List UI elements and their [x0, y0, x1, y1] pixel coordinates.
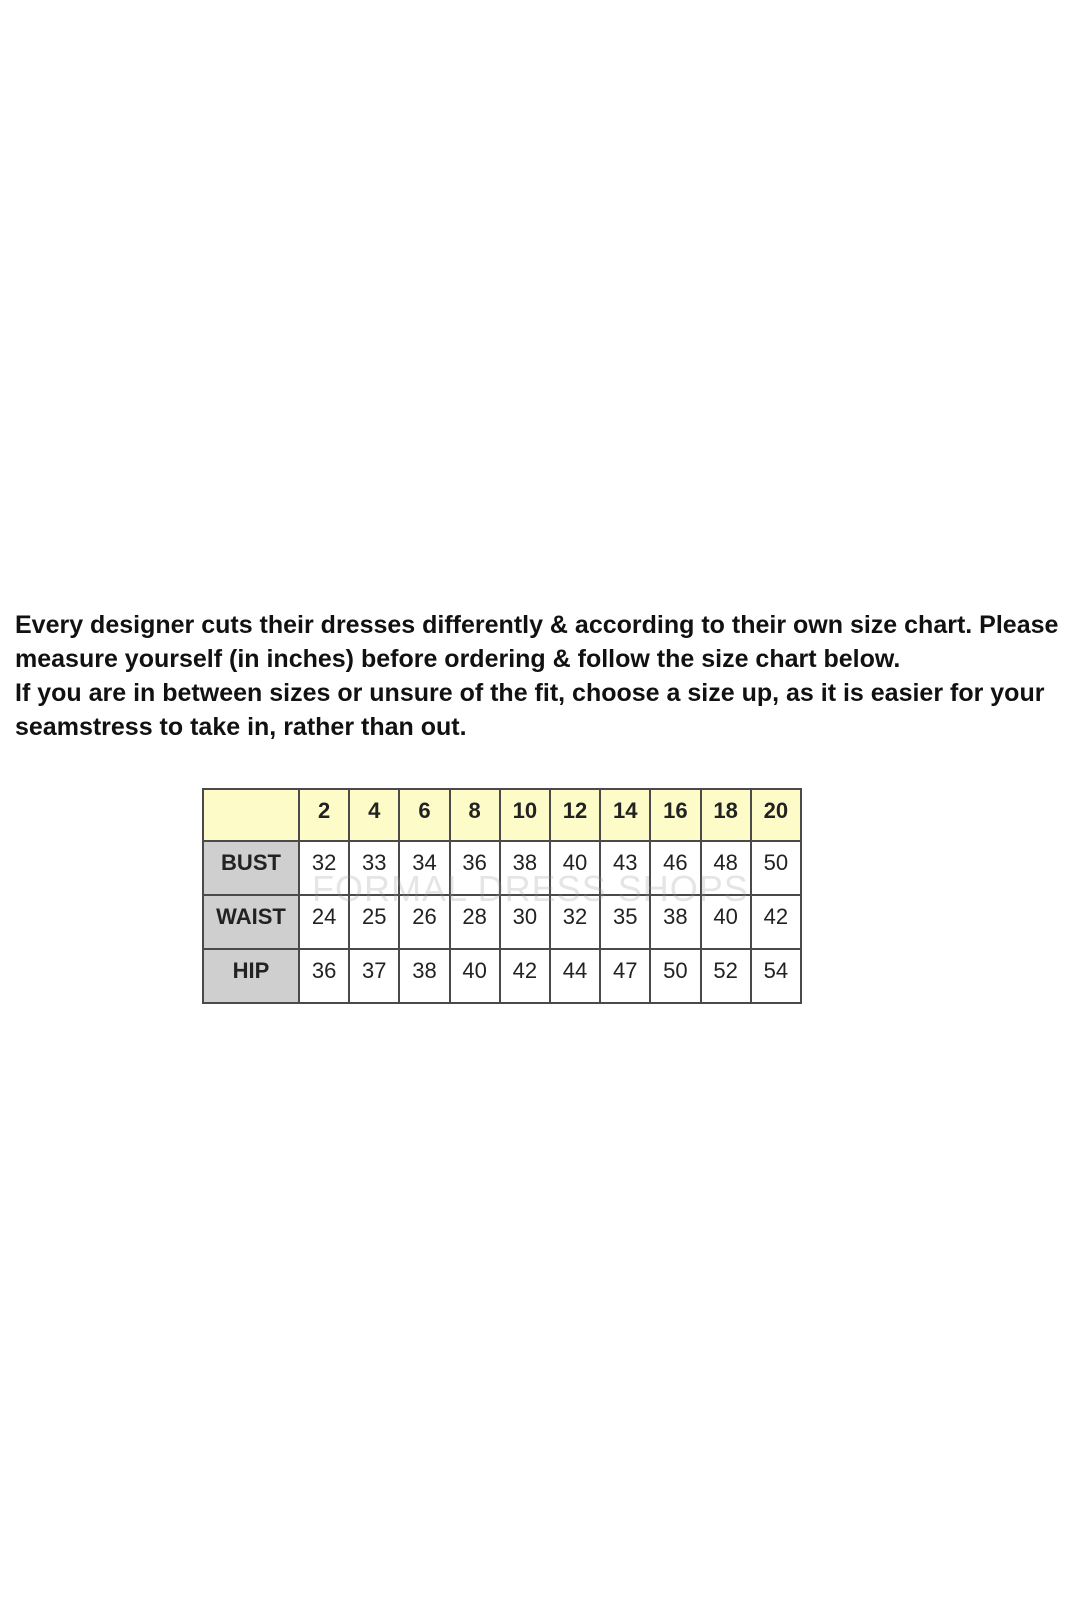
measurement-cell: 38	[398, 948, 451, 1004]
measurement-cell: 32	[297, 840, 351, 896]
row-label: WAIST	[202, 894, 300, 950]
intro-text: Every designer cuts their dresses differ…	[15, 608, 1075, 744]
size-header: 6	[398, 788, 451, 842]
measurement-cell: 35	[599, 894, 652, 950]
measurement-cell: 26	[398, 894, 451, 950]
measurement-cell: 42	[498, 948, 551, 1004]
size-header: 16	[649, 788, 702, 842]
size-header: 4	[348, 788, 401, 842]
size-table: 2 4 6 8 10 12 14 16 18 20 BUST 32 33 34 36 38 40 43 46 48 50…	[202, 788, 803, 1004]
measurement-cell: 54	[749, 948, 803, 1004]
measurement-cell: 38	[498, 840, 551, 896]
corner-cell	[202, 788, 300, 842]
measurement-cell: 48	[699, 840, 752, 896]
measurement-cell: 38	[649, 894, 702, 950]
size-header: 20	[749, 788, 803, 842]
size-header: 2	[297, 788, 351, 842]
measurement-cell: 50	[749, 840, 803, 896]
measurement-cell: 40	[448, 948, 501, 1004]
measurement-cell: 36	[448, 840, 501, 896]
row-label: BUST	[202, 840, 300, 896]
intro-paragraph-2: If you are in between sizes or unsure of…	[15, 679, 1045, 741]
measurement-cell: 40	[548, 840, 602, 896]
size-header: 18	[699, 788, 752, 842]
measurement-cell: 46	[649, 840, 702, 896]
measurement-cell: 34	[398, 840, 451, 896]
header-row: 2 4 6 8 10 12 14 16 18 20	[202, 788, 803, 842]
measurement-cell: 52	[699, 948, 752, 1004]
measurement-cell: 44	[548, 948, 602, 1004]
intro-paragraph-1: Every designer cuts their dresses differ…	[15, 611, 1059, 673]
measurement-cell: 30	[498, 894, 551, 950]
measurement-cell: 40	[699, 894, 752, 950]
size-header: 8	[448, 788, 501, 842]
measurement-cell: 43	[599, 840, 652, 896]
measurement-cell: 37	[348, 948, 401, 1004]
table-row: HIP 36 37 38 40 42 44 47 50 52 54	[202, 948, 803, 1004]
size-chart: 2 4 6 8 10 12 14 16 18 20 BUST 32 33 34 36 38 40 43 46 48 50…	[202, 788, 803, 1004]
measurement-cell: 36	[297, 948, 351, 1004]
measurement-cell: 32	[548, 894, 602, 950]
size-header: 10	[498, 788, 551, 842]
measurement-cell: 24	[297, 894, 351, 950]
size-header: 14	[599, 788, 652, 842]
table-row: BUST 32 33 34 36 38 40 43 46 48 50	[202, 840, 803, 896]
measurement-cell: 33	[348, 840, 401, 896]
row-label: HIP	[202, 948, 300, 1004]
measurement-cell: 50	[649, 948, 702, 1004]
size-header: 12	[548, 788, 602, 842]
measurement-cell: 25	[348, 894, 401, 950]
measurement-cell: 42	[749, 894, 803, 950]
measurement-cell: 47	[599, 948, 652, 1004]
measurement-cell: 28	[448, 894, 501, 950]
table-row: WAIST 24 25 26 28 30 32 35 38 40 42	[202, 894, 803, 950]
